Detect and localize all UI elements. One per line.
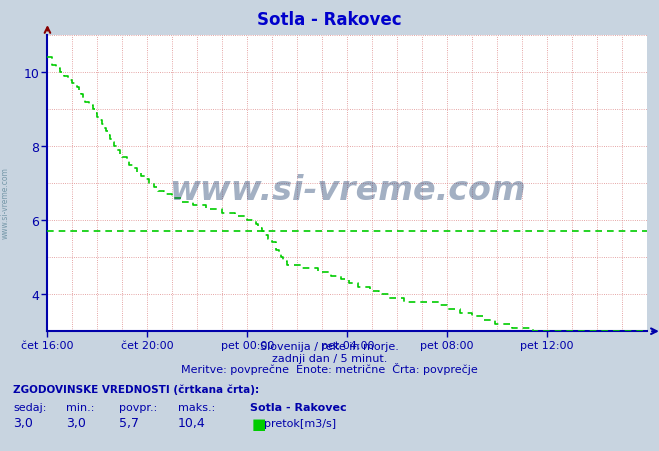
- Text: 10,4: 10,4: [178, 416, 206, 429]
- Text: zadnji dan / 5 minut.: zadnji dan / 5 minut.: [272, 353, 387, 363]
- Text: Meritve: povprečne  Enote: metrične  Črta: povprečje: Meritve: povprečne Enote: metrične Črta:…: [181, 362, 478, 374]
- Text: 3,0: 3,0: [13, 416, 33, 429]
- Text: min.:: min.:: [66, 402, 94, 412]
- Text: 3,0: 3,0: [66, 416, 86, 429]
- Text: sedaj:: sedaj:: [13, 402, 47, 412]
- Text: pretok[m3/s]: pretok[m3/s]: [264, 418, 335, 428]
- Text: povpr.:: povpr.:: [119, 402, 157, 412]
- Text: Slovenija / reke in morje.: Slovenija / reke in morje.: [260, 341, 399, 351]
- Text: 5,7: 5,7: [119, 416, 138, 429]
- Text: maks.:: maks.:: [178, 402, 215, 412]
- Text: ZGODOVINSKE VREDNOSTI (črtkana črta):: ZGODOVINSKE VREDNOSTI (črtkana črta):: [13, 384, 259, 394]
- Text: www.si-vreme.com: www.si-vreme.com: [169, 173, 526, 206]
- Text: Sotla - Rakovec: Sotla - Rakovec: [257, 11, 402, 29]
- Text: ■: ■: [252, 416, 266, 432]
- Text: www.si-vreme.com: www.si-vreme.com: [1, 167, 10, 239]
- Text: Sotla - Rakovec: Sotla - Rakovec: [250, 402, 347, 412]
